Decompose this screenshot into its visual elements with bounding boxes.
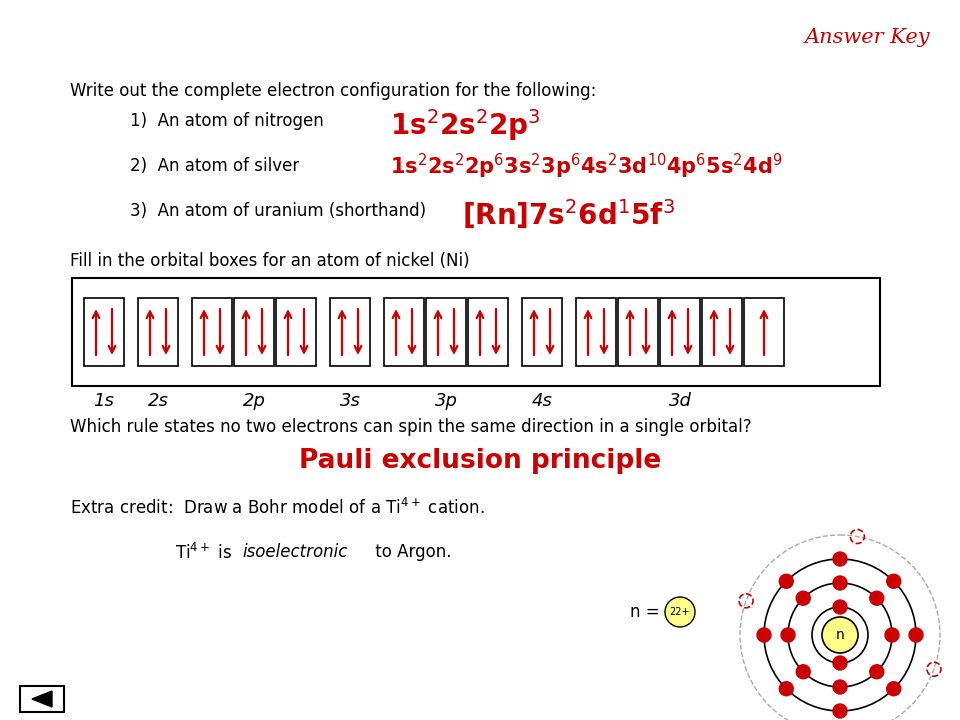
Bar: [522, 298, 562, 366]
Circle shape: [833, 576, 847, 590]
Text: 1s: 1s: [93, 392, 114, 410]
Circle shape: [870, 591, 884, 606]
Text: Answer Key: Answer Key: [804, 28, 930, 47]
Text: 3d: 3d: [668, 392, 691, 410]
Circle shape: [833, 680, 847, 694]
Circle shape: [781, 628, 795, 642]
Bar: [72, 278, 880, 386]
Text: 22+: 22+: [670, 607, 690, 617]
Text: 3)  An atom of uranium (shorthand): 3) An atom of uranium (shorthand): [130, 202, 426, 220]
Text: Pauli exclusion principle: Pauli exclusion principle: [299, 448, 661, 474]
Bar: [138, 298, 178, 366]
Text: 1s$^2$2s$^2$2p$^6$3s$^2$3p$^6$4s$^2$3d$^{10}$4p$^6$5s$^2$4d$^9$: 1s$^2$2s$^2$2p$^6$3s$^2$3p$^6$4s$^2$3d$^…: [390, 152, 782, 181]
Text: Which rule states no two electrons can spin the same direction in a single orbit: Which rule states no two electrons can s…: [70, 418, 752, 436]
Text: [Rn]7s$^2$6d$^1$5f$^3$: [Rn]7s$^2$6d$^1$5f$^3$: [462, 197, 675, 231]
Circle shape: [870, 665, 884, 679]
Text: n =: n =: [630, 603, 665, 621]
Circle shape: [822, 617, 858, 653]
Text: 2)  An atom of silver: 2) An atom of silver: [130, 157, 300, 175]
Text: Extra credit:  Draw a Bohr model of a Ti$^{4+}$ cation.: Extra credit: Draw a Bohr model of a Ti$…: [70, 498, 485, 518]
Bar: [276, 298, 316, 366]
Text: 2p: 2p: [243, 392, 265, 410]
Bar: [192, 298, 232, 366]
Bar: [84, 298, 124, 366]
Circle shape: [796, 665, 810, 679]
Bar: [426, 298, 466, 366]
Circle shape: [757, 628, 771, 642]
Text: 2s: 2s: [148, 392, 168, 410]
Bar: [576, 298, 616, 366]
Text: to Argon.: to Argon.: [370, 543, 451, 561]
Circle shape: [796, 591, 810, 606]
Circle shape: [833, 552, 847, 566]
Bar: [618, 298, 658, 366]
Circle shape: [885, 628, 899, 642]
Circle shape: [909, 628, 923, 642]
Text: Ti$^{4+}$ is: Ti$^{4+}$ is: [175, 543, 232, 563]
Text: Write out the complete electron configuration for the following:: Write out the complete electron configur…: [70, 82, 596, 100]
Bar: [20, 686, 64, 712]
Circle shape: [780, 682, 793, 696]
Circle shape: [665, 597, 695, 627]
Bar: [234, 298, 274, 366]
Bar: [702, 298, 742, 366]
Circle shape: [833, 600, 847, 614]
Circle shape: [887, 575, 900, 588]
Bar: [468, 298, 508, 366]
Circle shape: [780, 575, 793, 588]
Text: 3p: 3p: [435, 392, 457, 410]
Text: 3s: 3s: [340, 392, 360, 410]
Polygon shape: [32, 691, 52, 707]
Bar: [330, 298, 370, 366]
Text: 4s: 4s: [532, 392, 552, 410]
Circle shape: [833, 704, 847, 718]
Text: isoelectronic: isoelectronic: [242, 543, 348, 561]
Bar: [744, 298, 784, 366]
Text: Fill in the orbital boxes for an atom of nickel (Ni): Fill in the orbital boxes for an atom of…: [70, 252, 469, 270]
Circle shape: [887, 682, 900, 696]
Text: 1)  An atom of nitrogen: 1) An atom of nitrogen: [130, 112, 324, 130]
Bar: [660, 298, 700, 366]
Text: n: n: [835, 628, 845, 642]
Bar: [384, 298, 424, 366]
Text: 1s$^2$2s$^2$2p$^3$: 1s$^2$2s$^2$2p$^3$: [390, 107, 540, 143]
Circle shape: [833, 656, 847, 670]
